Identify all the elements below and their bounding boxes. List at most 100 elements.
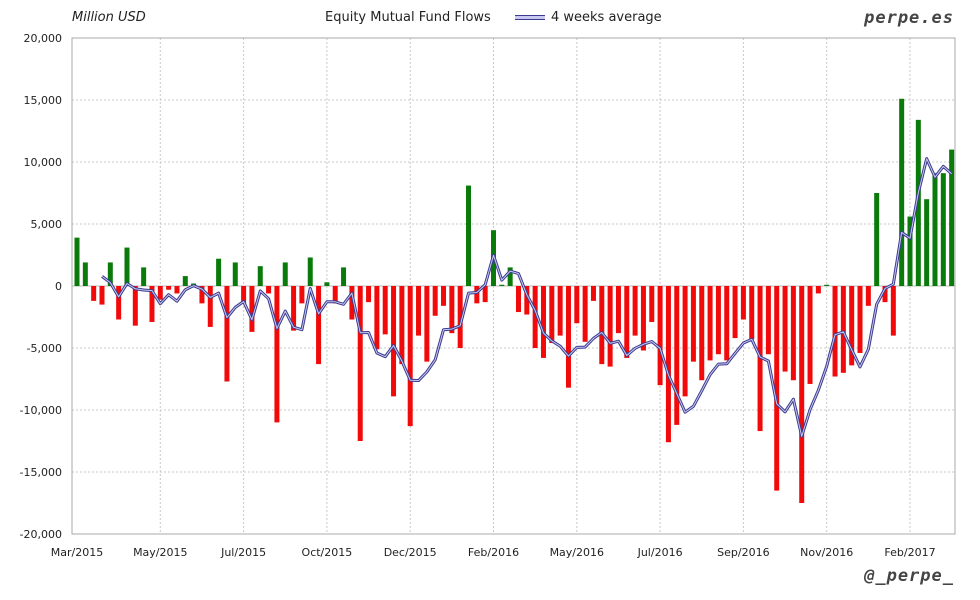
flow-bar	[449, 286, 455, 334]
flow-bar	[674, 286, 680, 425]
flow-bar	[416, 286, 422, 336]
x-tick-label: Feb/2017	[884, 546, 935, 559]
flow-bar	[557, 286, 563, 336]
flow-bar	[540, 286, 546, 358]
flow-bar	[740, 286, 746, 320]
flow-bar	[332, 286, 338, 304]
flow-bar	[624, 286, 630, 358]
flow-bar	[482, 286, 488, 303]
flow-bar	[832, 286, 838, 377]
chart-title: Equity Mutual Fund Flows	[325, 10, 491, 25]
flow-bar	[907, 216, 913, 286]
flow-bar	[590, 286, 596, 301]
flow-bar	[474, 286, 480, 304]
plot-border	[71, 37, 956, 535]
y-tick-label: 0	[55, 280, 62, 293]
x-tick-label: May/2016	[550, 546, 604, 559]
flow-bar	[932, 173, 938, 286]
flow-bar	[341, 267, 347, 286]
flow-bar	[124, 247, 130, 286]
flow-bar	[699, 286, 705, 381]
y-tick-label: -5,000	[27, 342, 62, 355]
y-tick-label: -15,000	[20, 466, 62, 479]
flow-bar	[782, 286, 788, 372]
flow-bar	[374, 286, 380, 350]
flow-bar	[199, 286, 205, 304]
flow-bar	[940, 173, 946, 286]
y-tick-label: -10,000	[20, 404, 62, 417]
flow-bar	[690, 286, 696, 362]
flow-bar	[349, 286, 355, 320]
flow-bar	[924, 199, 930, 286]
x-tick-label: Mar/2015	[51, 546, 103, 559]
flow-bar	[790, 286, 796, 381]
flow-bar	[216, 258, 222, 286]
flow-bar	[657, 286, 663, 386]
flow-bar	[815, 286, 821, 294]
flow-bar	[182, 276, 188, 286]
flow-bar	[382, 286, 388, 335]
flow-bar	[91, 286, 97, 301]
x-tick-label: May/2015	[133, 546, 187, 559]
flow-bar	[524, 286, 530, 315]
flow-bar	[299, 286, 305, 304]
flow-bar	[549, 286, 555, 344]
flow-bar	[732, 286, 738, 339]
flow-bar	[74, 237, 80, 286]
flow-bar	[949, 149, 955, 286]
flow-bar	[707, 286, 713, 361]
flow-bar	[574, 286, 580, 324]
flow-bar	[915, 119, 921, 286]
flow-bar	[424, 286, 430, 362]
flow-bar	[665, 286, 671, 443]
flow-bar	[266, 286, 272, 294]
legend-line-swatch	[515, 15, 545, 20]
flow-bar	[615, 286, 621, 334]
x-tick-label: Dec/2015	[384, 546, 437, 559]
flow-bar	[865, 286, 871, 306]
x-tick-label: Jul/2016	[637, 546, 683, 559]
flow-bar	[807, 286, 813, 384]
flow-bar	[515, 286, 521, 313]
flow-bar	[316, 286, 322, 365]
flow-bar	[157, 286, 163, 300]
flow-bar	[116, 286, 122, 320]
flow-bar	[724, 286, 730, 361]
flow-bar	[82, 262, 88, 286]
flow-bar	[132, 286, 138, 326]
average-line	[101, 158, 952, 437]
y-tick-label: 5,000	[31, 218, 63, 231]
y-tick-label: 20,000	[24, 32, 63, 45]
flow-bar	[99, 286, 105, 305]
flow-bar	[565, 286, 571, 388]
flow-bar	[649, 286, 655, 322]
flow-bar	[599, 286, 605, 365]
flow-bar	[357, 286, 363, 441]
flow-bar	[174, 286, 180, 294]
flow-bar	[166, 286, 172, 290]
flow-bar	[499, 284, 505, 286]
flow-bar	[640, 286, 646, 351]
flow-bar	[257, 266, 263, 286]
flow-bar	[282, 262, 288, 286]
flow-bar	[532, 286, 538, 348]
flow-bar	[632, 286, 638, 336]
flow-bar	[224, 286, 230, 382]
x-tick-label: Jul/2015	[220, 546, 266, 559]
flow-bar	[441, 286, 447, 306]
flow-bar	[466, 185, 472, 286]
flow-bar	[607, 286, 613, 367]
flow-bar	[840, 286, 846, 373]
flow-bar	[149, 286, 155, 322]
y-tick-label: 10,000	[24, 156, 63, 169]
flow-bar	[899, 98, 905, 286]
brand-watermark: perpe.es	[864, 8, 954, 28]
x-tick-label: Sep/2016	[717, 546, 769, 559]
flow-bar	[682, 286, 688, 397]
legend: 4 weeks average	[515, 10, 662, 25]
flow-bar	[274, 286, 280, 423]
flow-bar	[765, 286, 771, 355]
flow-bar	[799, 286, 805, 503]
